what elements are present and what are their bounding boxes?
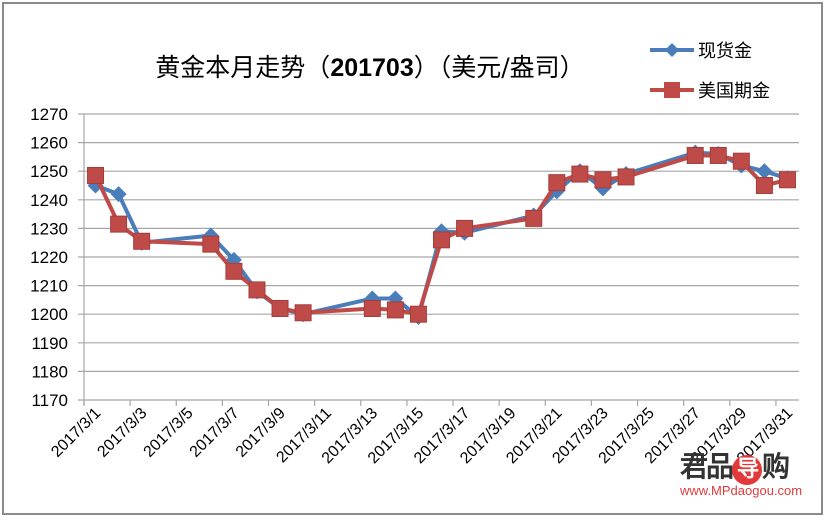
square-marker (525, 209, 543, 227)
square-marker (294, 304, 312, 322)
square-marker (202, 235, 220, 253)
chart-title: 黄金本月走势（201703）（美元/盎司） (155, 53, 585, 82)
chart-frame (2, 2, 823, 515)
watermark: 君品导购 www.MPdaogou.com (680, 450, 803, 498)
square-marker (594, 171, 612, 189)
square-marker (110, 215, 128, 233)
y-tick-label: 1240 (30, 191, 68, 210)
square-marker (363, 299, 381, 317)
legend: 现货金 美国期金 (650, 30, 770, 110)
y-tick-label: 1200 (30, 305, 68, 324)
square-marker (571, 165, 589, 183)
square-marker (548, 174, 566, 192)
square-marker (248, 281, 266, 299)
square-marker (133, 232, 151, 250)
square-marker (709, 146, 727, 164)
square-marker (755, 177, 773, 194)
x-tick-label: 2017/3/5 (141, 405, 197, 461)
square-marker (271, 299, 289, 317)
y-tick-label: 1210 (30, 277, 68, 296)
legend-item-spot: 现货金 (650, 30, 770, 70)
square-marker (732, 152, 750, 170)
y-tick-label: 1260 (30, 134, 68, 153)
square-marker (409, 305, 427, 323)
diamond-marker (110, 186, 127, 203)
square-marker (225, 262, 243, 280)
legend-label: 美国期金 (698, 81, 770, 102)
y-tick-label: 1190 (31, 334, 68, 353)
diamond-line-icon (650, 43, 694, 57)
square-marker (686, 146, 704, 164)
legend-label: 现货金 (698, 41, 752, 62)
square-marker (617, 168, 635, 186)
square-marker (433, 231, 450, 249)
y-tick-label: 1180 (31, 362, 68, 381)
square-line-icon (650, 82, 694, 98)
square-marker (87, 166, 105, 184)
y-tick-label: 1220 (30, 248, 68, 267)
y-tick-label: 1230 (30, 219, 68, 238)
y-tick-label: 1170 (31, 391, 68, 410)
y-tick-label: 1250 (30, 162, 68, 181)
x-tick-label: 2017/3/1 (48, 405, 104, 461)
diamond-marker (756, 163, 773, 180)
x-tick-label: 2017/3/3 (94, 405, 150, 461)
square-marker (778, 171, 796, 189)
legend-item-futures: 美国期金 (650, 70, 770, 110)
y-tick-label: 1270 (30, 105, 68, 124)
square-marker (386, 301, 404, 319)
square-marker (456, 219, 474, 237)
x-tick-label: 2017/3/7 (187, 405, 243, 461)
